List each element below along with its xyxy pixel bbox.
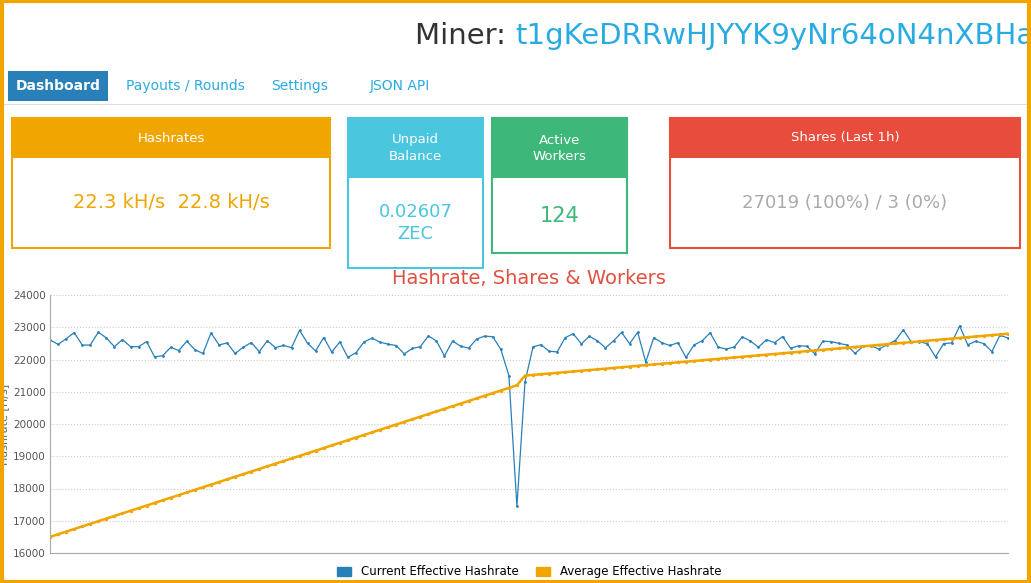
Bar: [12, 118, 330, 158]
Text: Unpaid
Balance: Unpaid Balance: [389, 134, 442, 163]
Text: Payouts / Rounds: Payouts / Rounds: [126, 79, 244, 93]
Text: 124: 124: [539, 205, 579, 226]
Bar: [348, 118, 483, 268]
Text: Shares (Last 1h): Shares (Last 1h): [791, 132, 899, 145]
Bar: [492, 118, 627, 253]
Text: JSON API: JSON API: [370, 79, 430, 93]
Bar: [348, 118, 483, 178]
Text: Dashboard: Dashboard: [15, 79, 100, 93]
Text: Miner:: Miner:: [414, 22, 516, 50]
Y-axis label: Hashrate [H/s]: Hashrate [H/s]: [0, 384, 9, 465]
Text: 0.02607
ZEC: 0.02607 ZEC: [378, 203, 453, 243]
Text: t1gKeDRRwHJYYK9yNr64oN4nXBHaFdJmd5z: t1gKeDRRwHJYYK9yNr64oN4nXBHaFdJmd5z: [516, 22, 1031, 50]
Legend: Current Effective Hashrate, Average Effective Hashrate: Current Effective Hashrate, Average Effe…: [332, 561, 726, 583]
Bar: [12, 118, 330, 248]
Text: 27019 (100%) / 3 (0%): 27019 (100%) / 3 (0%): [742, 194, 947, 212]
Text: Hashrates: Hashrates: [137, 132, 205, 145]
Bar: [492, 118, 627, 178]
Bar: [670, 118, 1020, 248]
Text: 22.3 kH/s  22.8 kH/s: 22.3 kH/s 22.8 kH/s: [72, 194, 269, 212]
Bar: [670, 118, 1020, 158]
Bar: [8, 71, 108, 101]
Title: Hashrate, Shares & Workers: Hashrate, Shares & Workers: [392, 269, 666, 288]
Text: Active
Workers: Active Workers: [533, 134, 587, 163]
Text: Settings: Settings: [271, 79, 329, 93]
